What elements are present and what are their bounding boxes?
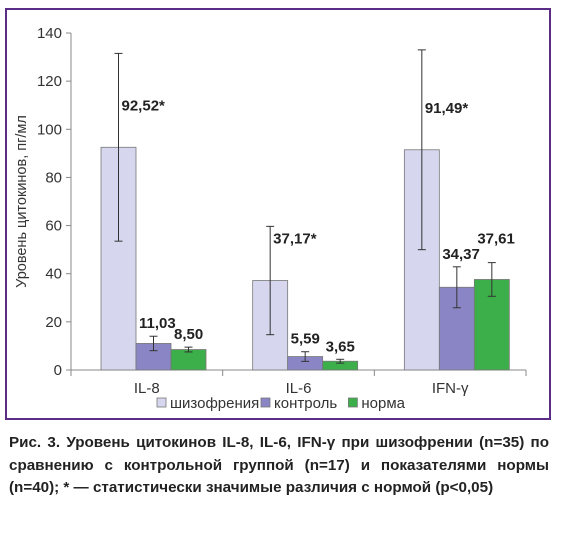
data-label: 34,37 — [442, 246, 480, 263]
y-tick-label: 80 — [45, 169, 62, 186]
legend-swatch — [156, 397, 167, 408]
chart-frame: 0 20 40 60 80 100 120 140 Уровень цитокинов, пг/… — [5, 8, 551, 420]
bar — [170, 349, 207, 371]
y-axis-label: Уровень цитокинов, пг/мл — [14, 115, 30, 288]
bar-chart: 0 20 40 60 80 100 120 140 Уровень цитокинов, пг/… — [14, 25, 527, 412]
y-tick-label: 40 — [45, 266, 62, 283]
y-tick-label: 60 — [45, 218, 62, 235]
legend-label: шизофрения — [170, 395, 259, 412]
y-tick-label: 140 — [37, 25, 62, 42]
y-tick-label: 120 — [37, 73, 62, 90]
figure-caption: Рис. 3. Уровень цитокинов IL-8, IL-6, IF… — [9, 434, 549, 496]
legend-swatch — [347, 397, 358, 408]
y-tick-label: 100 — [37, 121, 62, 138]
data-label: 37,61 — [477, 231, 515, 248]
y-tick-label: 20 — [45, 314, 62, 331]
legend-label: контроль — [274, 395, 337, 412]
data-label: 37,17* — [273, 231, 317, 248]
legend-swatch — [260, 397, 271, 408]
data-label: 92,52* — [122, 97, 166, 114]
x-tick-label: IL-6 — [286, 380, 312, 397]
data-label: 91,49* — [425, 100, 469, 117]
y-tick-label: 0 — [54, 362, 62, 379]
data-label: 8,50 — [174, 326, 203, 343]
data-label: 5,59 — [291, 331, 320, 348]
legend-label: норма — [361, 395, 405, 412]
data-label: 3,65 — [326, 338, 355, 355]
data-label: 11,03 — [139, 315, 176, 332]
x-tick-label: IL-8 — [134, 380, 160, 397]
x-tick-label: IFN-γ — [432, 380, 469, 397]
